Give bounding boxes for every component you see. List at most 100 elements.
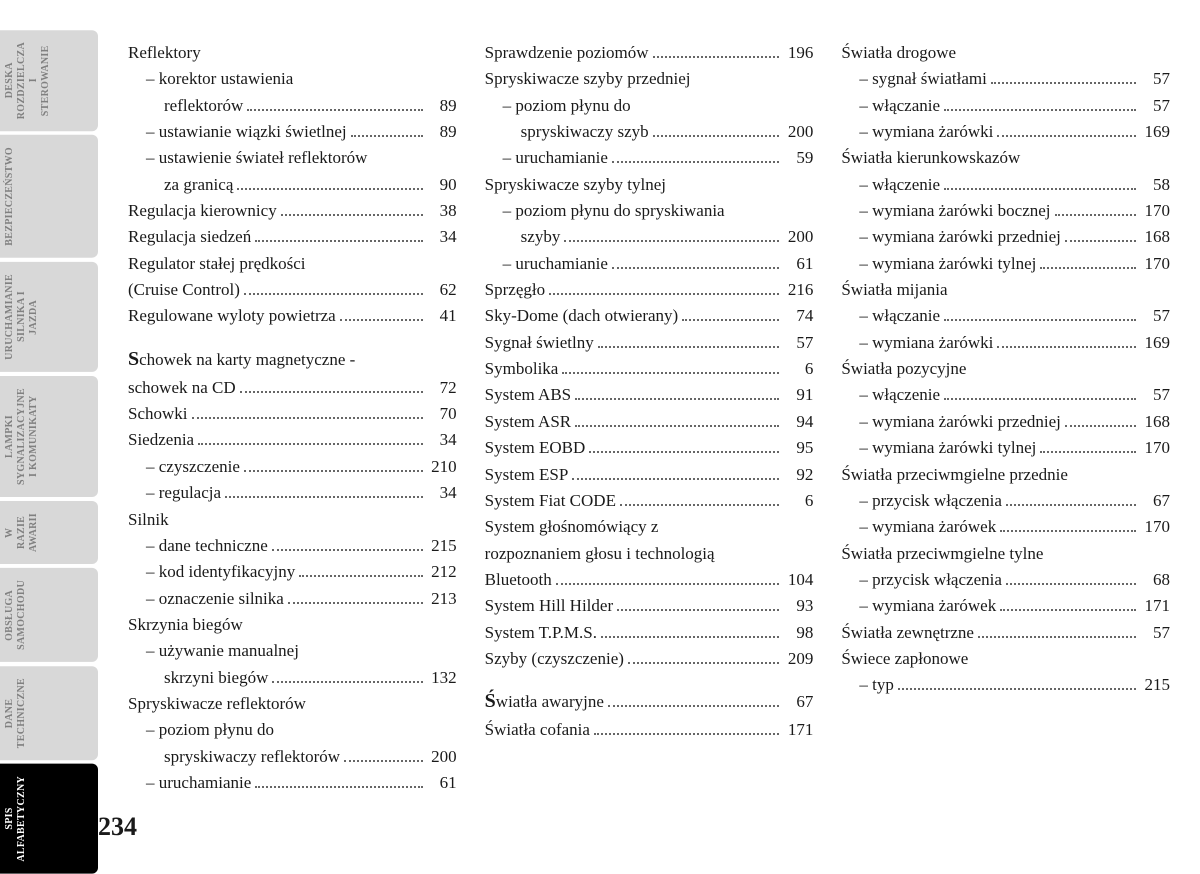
index-entry: – włączanie57 xyxy=(841,93,1170,119)
entry-label: Skrzynia biegów xyxy=(128,612,243,638)
entry-label: – wymiana żarówki tylnej xyxy=(859,435,1036,461)
entry-label: Regulowane wyloty powietrza xyxy=(128,303,336,329)
section-tab[interactable]: DANE TECHNICZNE xyxy=(0,666,98,760)
leader-dots xyxy=(1000,609,1136,611)
entry-label: – sygnał światłami xyxy=(859,66,986,92)
entry-label: – poziom płynu do spryskiwania xyxy=(503,198,725,224)
entry-page: 95 xyxy=(783,435,813,461)
leader-dots xyxy=(1055,214,1136,216)
entry-page: 200 xyxy=(783,119,813,145)
leader-dots xyxy=(997,346,1136,348)
leader-dots xyxy=(1006,504,1136,506)
leader-dots xyxy=(272,549,423,551)
section-tab[interactable]: LAMPKI SYGNALIZACYJNE I KOMUNIKATY xyxy=(0,376,98,497)
index-entry: reflektorów89 xyxy=(128,93,457,119)
entry-page: 200 xyxy=(427,744,457,770)
index-entry: – wymiana żarówek170 xyxy=(841,514,1170,540)
entry-label: – poziom płynu do xyxy=(503,93,631,119)
entry-page: 212 xyxy=(427,559,457,585)
entry-page: 170 xyxy=(1140,198,1170,224)
entry-label: Silnik xyxy=(128,507,169,533)
entry-page: 215 xyxy=(1140,672,1170,698)
leader-dots xyxy=(612,267,779,269)
leader-dots xyxy=(575,425,779,427)
entry-label: Świece zapłonowe xyxy=(841,646,968,672)
entry-label: – włączanie xyxy=(859,303,940,329)
entry-label: – dane techniczne xyxy=(146,533,268,559)
index-entry: Symbolika6 xyxy=(485,356,814,382)
index-column: Reflektory– korektor ustawieniareflektor… xyxy=(128,40,457,836)
index-entry: Światła przeciwmgielne przednie xyxy=(841,462,1170,488)
index-column: Światła drogowe– sygnał światłami57– włą… xyxy=(841,40,1170,836)
entry-page: 170 xyxy=(1140,251,1170,277)
entry-label: – wymiana żarówki tylnej xyxy=(859,251,1036,277)
index-entry: – typ215 xyxy=(841,672,1170,698)
index-entry: Silnik xyxy=(128,507,457,533)
leader-dots xyxy=(978,636,1136,638)
entry-page: 213 xyxy=(427,586,457,612)
index-entry: – oznaczenie silnika213 xyxy=(128,586,457,612)
entry-label: – wymiana żarówki przedniej xyxy=(859,224,1061,250)
leader-dots xyxy=(272,681,422,683)
index-entry: Światła mijania xyxy=(841,277,1170,303)
entry-page: 216 xyxy=(783,277,813,303)
index-entry: skrzyni biegów 132 xyxy=(128,665,457,691)
leader-dots xyxy=(598,346,780,348)
leader-dots xyxy=(237,188,422,190)
leader-dots xyxy=(255,240,422,242)
entry-label: Światła kierunkowskazów xyxy=(841,145,1020,171)
leader-dots xyxy=(281,214,423,216)
index-entry: Sprawdzenie poziomów196 xyxy=(485,40,814,66)
entry-page: 6 xyxy=(783,356,813,382)
entry-label: Światła mijania xyxy=(841,277,947,303)
page-container: DESKA ROZDZIELCZA I STEROWANIEBEZPIECZEŃ… xyxy=(0,0,1200,856)
entry-label: Sprzęgło xyxy=(485,277,545,303)
entry-page: 68 xyxy=(1140,567,1170,593)
leader-dots xyxy=(601,636,779,638)
entry-page: 132 xyxy=(427,665,457,691)
entry-label: szyby xyxy=(521,224,561,250)
entry-page: 34 xyxy=(427,224,457,250)
entry-label: – uruchamianie xyxy=(146,770,251,796)
leader-dots xyxy=(225,496,423,498)
leader-dots xyxy=(991,82,1136,84)
index-entry: – wymiana żarówki przedniej168 xyxy=(841,224,1170,250)
entry-page: 62 xyxy=(427,277,457,303)
leader-dots xyxy=(589,451,779,453)
section-tab[interactable]: SPIS ALFABETYCZNY xyxy=(0,764,98,874)
index-entry: Bluetooth104 xyxy=(485,567,814,593)
entry-label: – włączenie xyxy=(859,172,940,198)
index-entry: – wymiana żarówki tylnej170 xyxy=(841,435,1170,461)
entry-label: – czyszczenie xyxy=(146,454,240,480)
entry-label: Światła awaryjne xyxy=(485,686,604,717)
index-entry: – ustawienie świateł reflektorów xyxy=(128,145,457,171)
leader-dots xyxy=(682,319,779,321)
index-entry: Schowek na karty magnetyczne - xyxy=(128,344,457,375)
section-tab[interactable]: URUCHAMIANIE SILNIKA I JAZDA xyxy=(0,262,98,372)
index-entry: – poziom płynu do spryskiwania xyxy=(485,198,814,224)
index-entry: – wymiana żarówki bocznej170 xyxy=(841,198,1170,224)
index-entry: – regulacja34 xyxy=(128,480,457,506)
entry-label: – włączanie xyxy=(859,93,940,119)
index-entry: – kod identyfikacyjny212 xyxy=(128,559,457,585)
section-tab[interactable]: BEZPIECZEŃSTWO xyxy=(0,135,98,258)
entry-label: skrzyni biegów xyxy=(164,665,268,691)
entry-label: Światła drogowe xyxy=(841,40,956,66)
index-entry: Sky-Dome (dach otwierany)74 xyxy=(485,303,814,329)
index-entry: Sygnał świetlny57 xyxy=(485,330,814,356)
section-tab[interactable]: DESKA ROZDZIELCZA I STEROWANIE xyxy=(0,30,98,131)
index-entry: Siedzenia34 xyxy=(128,427,457,453)
leader-dots xyxy=(653,135,780,137)
entry-label: Reflektory xyxy=(128,40,201,66)
leader-dots xyxy=(1006,583,1136,585)
index-entry: – wymiana żarówki przedniej168 xyxy=(841,409,1170,435)
entry-label: spryskiwaczy reflektorów xyxy=(164,744,340,770)
section-tab[interactable]: OBSŁUGA SAMOCHODU xyxy=(0,568,98,662)
entry-label: – ustawienie świateł reflektorów xyxy=(146,145,367,171)
entry-page: 34 xyxy=(427,480,457,506)
entry-label: System głośnomówiący z xyxy=(485,514,659,540)
entry-label: Światła cofania xyxy=(485,717,590,743)
entry-page: 41 xyxy=(427,303,457,329)
leader-dots xyxy=(608,705,779,707)
section-tab[interactable]: W RAZIE AWARII xyxy=(0,501,98,564)
